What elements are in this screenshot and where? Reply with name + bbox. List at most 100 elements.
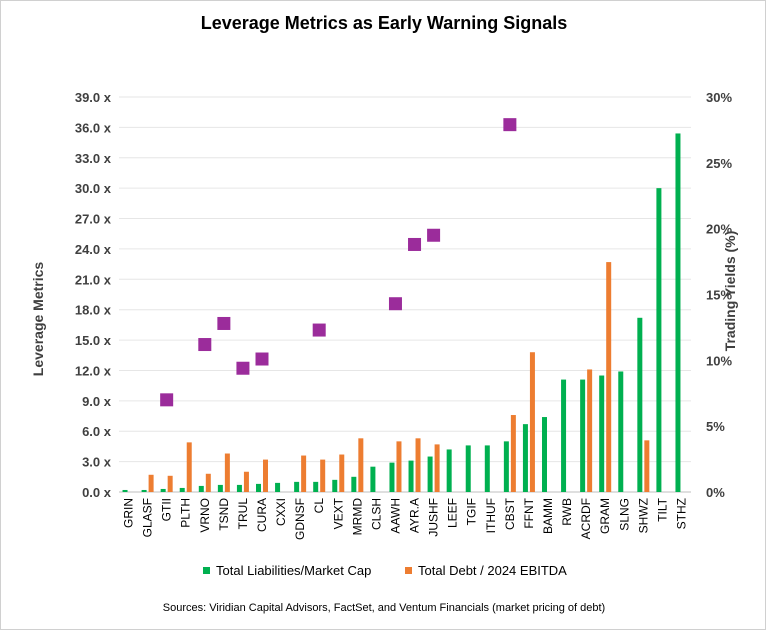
bar-debt-ebitda-ayra	[415, 438, 421, 492]
category-label: PLTH	[179, 498, 193, 528]
y-tick-label: 21.0 x	[75, 272, 112, 287]
bar-debt-ebitda-glasf	[148, 474, 154, 492]
category-label: TRUL	[236, 498, 250, 530]
bar-liabilities-ffnt	[522, 424, 528, 492]
yield-markers	[160, 118, 517, 407]
y2-tick-label: 10%	[706, 353, 732, 368]
category-label: CBST	[503, 497, 517, 530]
chart-title: Leverage Metrics as Early Warning Signal…	[201, 13, 567, 33]
y-tick-label: 15.0 x	[75, 333, 112, 348]
bar-liabilities-jushf	[427, 456, 433, 492]
left-axis-ticks: 0.0 x 3.0 x 6.0 x 9.0 x 12.0 x 15.0 x 18.0 x 21…	[75, 90, 112, 500]
category-labels: GRIN GLASF GTII PLTH VRNO TSND TRUL CURA CXXI GDN…	[122, 497, 689, 540]
y-tick-label: 6.0 x	[82, 424, 112, 439]
y-tick-label: 9.0 x	[82, 394, 112, 409]
category-label: BAMM	[541, 498, 555, 534]
category-label: VRNO	[198, 498, 212, 533]
category-label: CLSH	[369, 498, 383, 530]
y-tick-label: 30.0 x	[75, 181, 112, 196]
bar-liabilities-trul	[236, 484, 242, 492]
bar-debt-ebitda-plth	[186, 442, 192, 492]
bar-liabilities-mrmd	[351, 476, 357, 492]
y2-tick-label: 20%	[706, 222, 732, 237]
bar-debt-ebitda-cura	[263, 459, 268, 492]
y2-tick-label: 5%	[706, 419, 725, 434]
yield-marker-ayra	[408, 237, 422, 251]
bar-liabilities-vrno	[198, 485, 204, 492]
bar-debt-ebitda-acrdf	[587, 369, 593, 492]
y-tick-label: 36.0 x	[75, 120, 112, 135]
bar-debt-ebitda-mrmd	[358, 438, 364, 492]
right-axis-ticks: 0% 5% 10% 15% 20% 25% 30%	[706, 90, 732, 500]
bar-liabilities-clsh	[370, 466, 376, 492]
yield-marker-gtii	[160, 393, 174, 407]
y2-tick-label: 15%	[706, 288, 732, 303]
y2-axis-title: Trading Yields (%)	[722, 231, 738, 352]
y-tick-label: 3.0 x	[82, 455, 112, 470]
bar-debt-ebitda-ffnt	[529, 352, 535, 492]
y2-tick-label: 25%	[706, 156, 732, 171]
bar-liabilities-rwb	[561, 379, 567, 492]
bar-liabilities-ayra	[408, 460, 414, 492]
category-label: LEEF	[446, 498, 460, 528]
y-tick-label: 27.0 x	[75, 212, 112, 227]
bar-liabilities-grin	[122, 489, 128, 492]
bar-debt-ebitda-gram	[606, 262, 612, 492]
bar-debt-ebitda-cbst	[510, 415, 516, 492]
y-axis-title: Leverage Metrics	[30, 262, 46, 377]
source-note: Sources: Viridian Capital Advisors, Fact…	[163, 602, 605, 614]
y2-tick-label: 30%	[706, 90, 732, 105]
yield-marker-vrno	[198, 338, 212, 352]
bar-debt-ebitda-trul	[243, 471, 249, 492]
y-tick-label: 33.0 x	[75, 151, 112, 166]
bar-liabilities-plth	[179, 487, 185, 492]
bar-liabilities-gdnsf	[294, 481, 300, 492]
category-label: CXXI	[274, 498, 288, 526]
bars	[122, 133, 681, 492]
category-label: CL	[312, 498, 326, 514]
bar-liabilities-tsnd	[217, 484, 223, 492]
gridlines	[119, 96, 691, 493]
category-label: VEXT	[331, 497, 345, 529]
category-label: GDNSF	[293, 498, 307, 540]
bar-debt-ebitda-jushf	[434, 444, 440, 492]
category-label: AYR.A	[408, 498, 422, 533]
bar-debt-ebitda-shwz	[644, 440, 650, 492]
category-label: SLNG	[617, 498, 631, 531]
category-label: RWB	[560, 498, 574, 526]
category-label: ITHUF	[484, 498, 498, 533]
category-label: GRIN	[122, 498, 136, 528]
bar-liabilities-tgif	[465, 445, 471, 492]
bar-liabilities-cura	[256, 483, 261, 492]
yield-marker-cl	[312, 323, 326, 337]
bar-liabilities-leef	[446, 449, 452, 492]
bar-liabilities-ithuf	[484, 445, 490, 492]
bar-liabilities-slng	[618, 371, 624, 492]
legend-label-debt-ebitda: Total Debt / 2024 EBITDA	[418, 563, 567, 578]
category-label: STHZ	[674, 498, 688, 529]
category-label: TILT	[655, 497, 669, 521]
legend-swatch-liabilities	[203, 567, 210, 574]
yield-marker-aawh	[388, 297, 402, 311]
category-label: GLASF	[141, 498, 155, 537]
bar-liabilities-aawh	[389, 462, 395, 492]
bar-liabilities-cxxi	[275, 482, 281, 492]
bar-liabilities-acrdf	[580, 379, 586, 492]
yield-marker-tsnd	[217, 316, 231, 330]
bar-liabilities-shwz	[637, 317, 643, 492]
bar-debt-ebitda-gtii	[167, 475, 173, 492]
category-label: FFNT	[522, 497, 536, 528]
bar-liabilities-bamm	[542, 417, 547, 492]
y-tick-label: 0.0 x	[82, 485, 112, 500]
bar-liabilities-glasf	[141, 489, 147, 492]
legend: Total Liabilities/Market Cap Total Debt …	[203, 563, 567, 578]
bar-liabilities-cbst	[503, 441, 509, 492]
y-tick-label: 12.0 x	[75, 363, 112, 378]
category-label: TSND	[217, 498, 231, 531]
category-label: MRMD	[350, 498, 364, 536]
category-label: TGIF	[465, 498, 479, 525]
y-tick-label: 24.0 x	[75, 242, 112, 257]
category-label: ACRDF	[579, 498, 593, 539]
category-label: CURA	[255, 498, 269, 532]
